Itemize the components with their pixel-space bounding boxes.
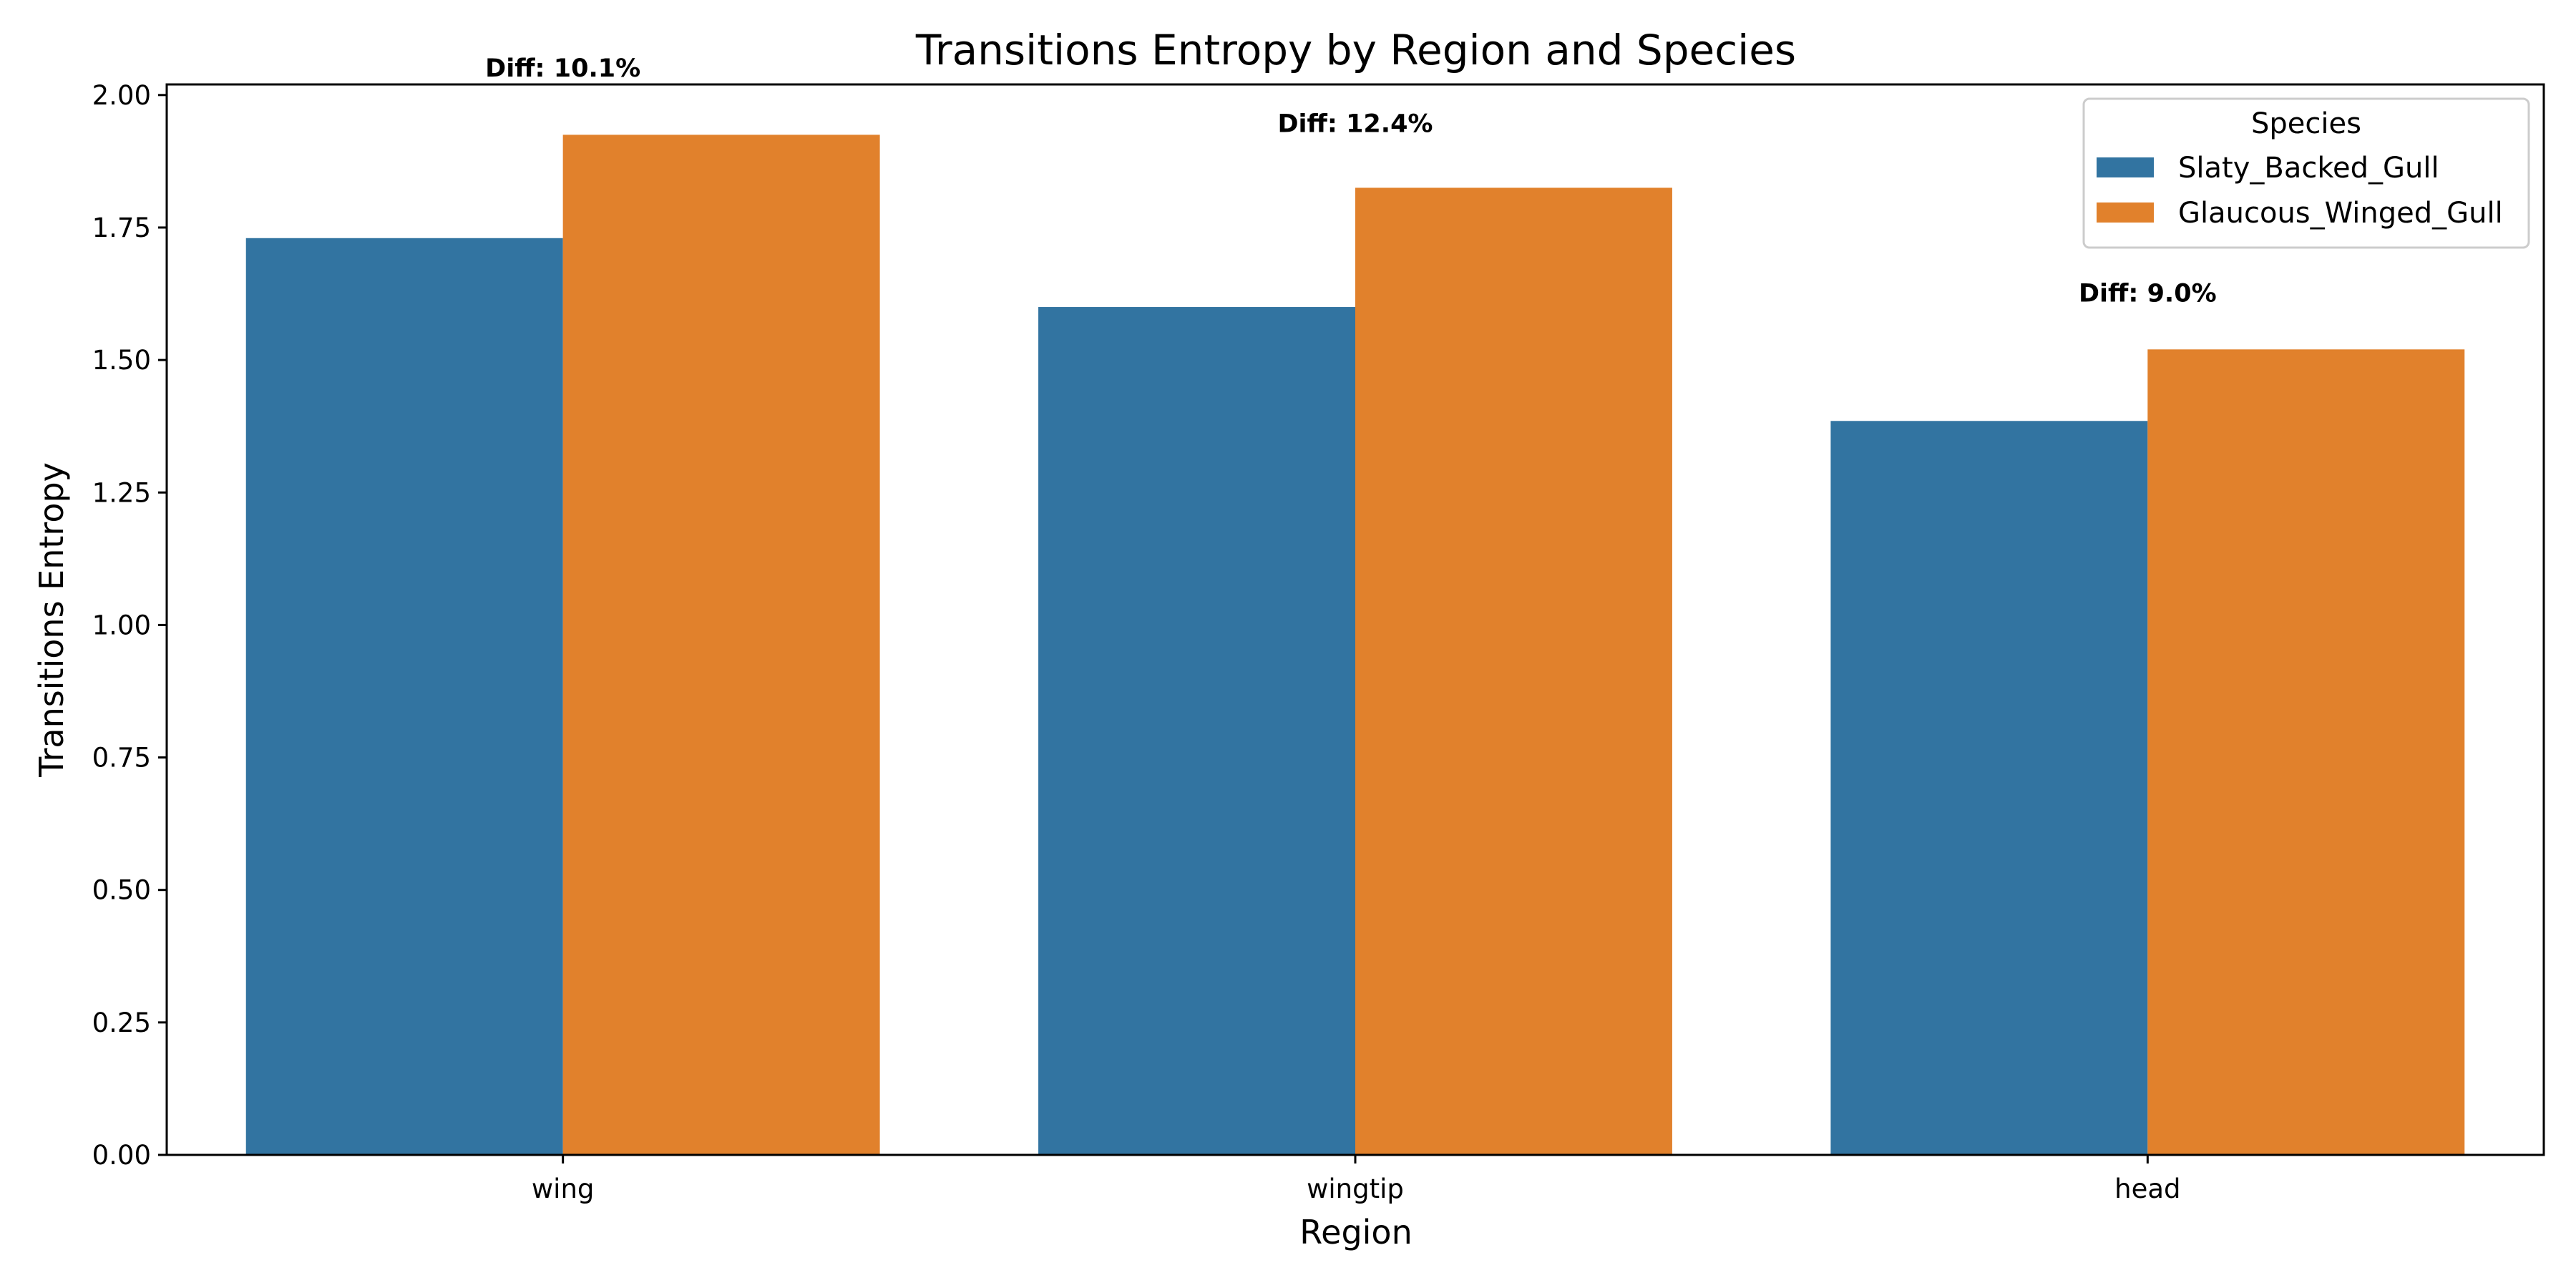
y-tick-label: 0.25 — [92, 1008, 151, 1038]
legend-frame — [2082, 97, 2530, 249]
chart-title: Transitions Entropy by Region and Specie… — [915, 26, 1796, 74]
legend-label: Slaty_Backed_Gull — [2178, 152, 2439, 185]
legend-items: Slaty_Backed_Gull Glaucous_Winged_Gull — [2097, 152, 2503, 230]
bar-slaty-backed-gull-wing — [245, 238, 563, 1156]
y-tick-label: 1.00 — [92, 610, 151, 640]
y-tick-label: 2.00 — [92, 80, 151, 111]
legend-title: Species — [2251, 107, 2361, 140]
bar-slaty-backed-gull-head — [1830, 421, 2148, 1155]
y-tick-label: 0.00 — [92, 1140, 151, 1171]
x-tick-label: wing — [532, 1174, 594, 1204]
diff-annotation-wing: Diff: 10.1% — [485, 54, 640, 83]
y-tick-label: 1.50 — [92, 345, 151, 376]
bar-glaucous-winged-gull-wingtip — [1355, 187, 1672, 1156]
legend-swatch-glaucous-winged-gull — [2097, 203, 2154, 223]
diff-annotation-wingtip: Diff: 12.4% — [1277, 110, 1433, 139]
y-axis-label: Transitions Entropy — [32, 462, 71, 778]
x-axis: wing wingtip head — [532, 1155, 2181, 1204]
x-axis-label: Region — [1299, 1213, 1412, 1252]
y-tick-label: 1.75 — [92, 213, 151, 243]
bar-glaucous-winged-gull-wing — [562, 135, 880, 1155]
legend: Species Slaty_Backed_Gull Glaucous_Winged… — [2082, 97, 2530, 249]
x-tick-label: wingtip — [1307, 1174, 1404, 1204]
legend-swatch-slaty-backed-gull — [2097, 157, 2154, 177]
y-tick-label: 0.75 — [92, 743, 151, 774]
bar-slaty-backed-gull-wingtip — [1038, 307, 1355, 1155]
legend-label: Glaucous_Winged_Gull — [2178, 197, 2503, 230]
bar-glaucous-winged-gull-head — [2147, 349, 2465, 1156]
bars-layer — [245, 135, 2465, 1156]
y-tick-label: 1.25 — [92, 477, 151, 508]
y-axis: 0.00 0.25 0.50 0.75 1.00 1.25 1.50 1.75 2.00 — [92, 80, 167, 1171]
annotations-layer: Diff: 10.1% Diff: 12.4% Diff: 9.0% — [485, 54, 2217, 308]
diff-annotation-head: Diff: 9.0% — [2079, 280, 2217, 308]
x-tick-label: head — [2114, 1174, 2180, 1204]
y-tick-label: 0.50 — [92, 875, 151, 906]
